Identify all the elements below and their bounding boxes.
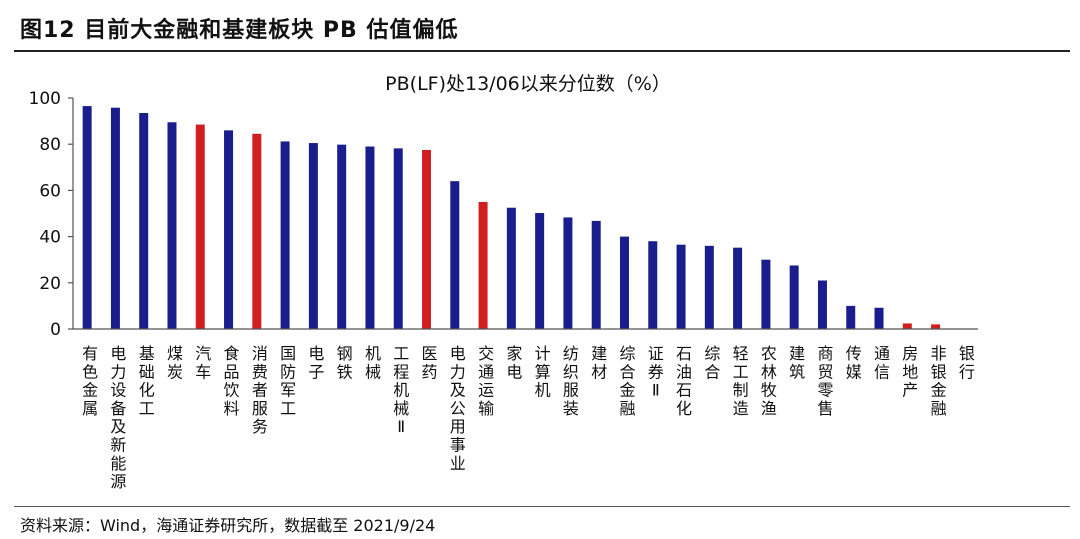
x-tick-label: 纺织服装 [563, 344, 579, 418]
x-tick-label: 电子 [308, 344, 324, 381]
bar [280, 141, 290, 329]
x-tick-label: 通信 [874, 344, 890, 381]
x-tick-label: 石油石化 [676, 344, 692, 418]
bar [252, 133, 262, 329]
x-tick-label: 煤炭 [167, 344, 183, 381]
bar [846, 305, 856, 329]
x-tick-label: 汽车 [195, 344, 211, 381]
x-tick-label: 轻工制造 [733, 344, 749, 418]
bar [82, 106, 92, 330]
x-tick-label: 商贸零售 [817, 344, 833, 418]
x-tick-label: 综合金融 [619, 344, 635, 418]
x-tick-label: 非银金融 [931, 344, 947, 418]
y-tick-label: 60 [39, 181, 61, 201]
bar [535, 213, 545, 329]
x-tick-label: 农林牧渔 [761, 344, 777, 418]
bar [704, 245, 714, 329]
bar [365, 146, 375, 329]
x-tick-label: 交通运输 [478, 344, 494, 418]
x-tick-label: 国防军工 [280, 344, 296, 418]
x-tick-label: 钢铁 [337, 344, 353, 381]
bar [648, 241, 658, 329]
x-tick-label: 证券 Ⅱ [648, 344, 664, 400]
figure-title: 图12 目前大金融和基建板块 PB 估值偏低 [20, 18, 459, 43]
y-tick-label: 40 [39, 228, 61, 248]
bar [393, 148, 403, 329]
bars [82, 106, 941, 330]
x-tick-label: 家电 [506, 344, 522, 381]
x-tick-label: 食品饮料 [224, 344, 240, 418]
bar [817, 280, 827, 329]
bar [139, 113, 149, 329]
x-tick-label: 房地产 [902, 344, 918, 400]
bar [478, 201, 488, 329]
bar [761, 259, 771, 329]
x-axis: 有色金属电力设备及新能源基础化工煤炭汽车食品饮料消费者服务国防军工电子钢铁机械工… [73, 328, 978, 491]
bar [591, 220, 601, 329]
bar [110, 107, 120, 330]
bar [506, 207, 516, 329]
bar [874, 307, 884, 329]
source-note: 资料来源：Wind，海通证券研究所，数据截至 2021/9/24 [20, 516, 436, 535]
bar [195, 124, 205, 329]
x-tick-label: 工程机械 Ⅱ [393, 344, 409, 436]
bar [337, 144, 347, 329]
bar [563, 217, 573, 329]
bar [167, 122, 177, 329]
x-tick-label: 建筑 [789, 344, 805, 381]
x-tick-label: 消费者服务 [252, 344, 268, 436]
y-tick-label: 80 [39, 135, 61, 155]
x-tick-label: 机械 [365, 344, 381, 381]
bar [789, 265, 799, 329]
bar [619, 236, 629, 329]
source-divider [14, 506, 1070, 507]
x-tick-label: 医药 [422, 344, 438, 381]
x-tick-label: 银行 [959, 344, 975, 381]
x-tick-label: 有色金属 [82, 344, 98, 418]
bar [902, 323, 912, 329]
bar [450, 181, 460, 329]
bar [676, 244, 686, 329]
bar [931, 324, 941, 329]
chart-title: PB(LF)处13/06以来分位数（%） [385, 73, 671, 95]
x-tick-label: 综合 [704, 344, 720, 381]
x-tick-label: 基础化工 [139, 344, 155, 418]
y-tick-label: 0 [50, 320, 61, 340]
bar [733, 247, 743, 329]
x-tick-label: 传媒 [846, 344, 862, 381]
bar [224, 130, 234, 329]
y-axis: 0 20 40 60 80 100 [29, 89, 74, 340]
x-tick-label: 电力设备及新能源 [110, 344, 126, 491]
x-tick-label: 建材 [591, 344, 607, 381]
bar [422, 149, 432, 329]
title-divider [14, 50, 1070, 52]
bar [308, 143, 318, 329]
x-tick-label: 计算机 [535, 344, 551, 400]
x-tick-label: 电力及公用事业 [450, 344, 466, 473]
y-tick-label: 100 [29, 89, 61, 109]
y-tick-label: 20 [39, 274, 61, 294]
